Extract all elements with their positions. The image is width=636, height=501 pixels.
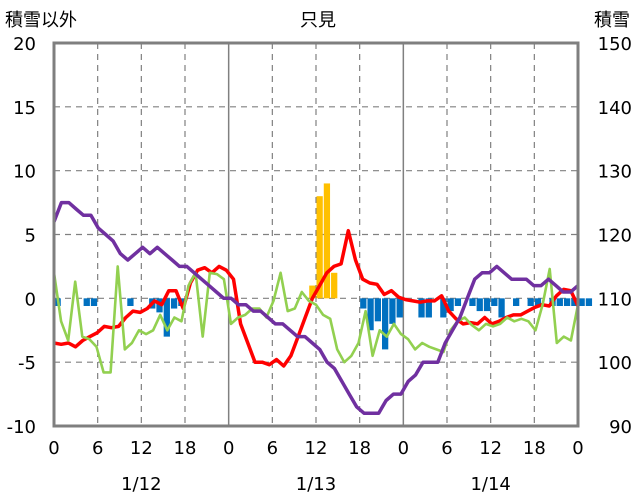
bar <box>513 298 520 306</box>
x-tick-label: 18 <box>348 438 371 459</box>
bar <box>396 298 403 318</box>
y-tick-label-left: 10 <box>13 162 36 183</box>
bar <box>527 298 534 306</box>
date-label: 1/13 <box>296 474 336 495</box>
bar <box>440 298 447 318</box>
bar <box>491 298 498 306</box>
bar <box>316 196 323 299</box>
line-series <box>52 200 580 415</box>
right-tick-labels: 150 140 130 120 110 100 90 <box>598 34 632 438</box>
bar <box>382 298 389 350</box>
bar <box>83 298 90 306</box>
y-tick-label-right: 140 <box>598 98 632 119</box>
bar <box>163 298 170 337</box>
chart-title: 只見 <box>300 10 336 31</box>
left-tick-labels: 20 15 10 5 0 -5 -10 <box>7 34 36 438</box>
bar <box>367 298 374 331</box>
x-tick-label: 18 <box>174 438 197 459</box>
bar <box>498 298 505 318</box>
bar <box>534 298 542 306</box>
x-tick-label: 12 <box>130 438 153 459</box>
y-tick-label-right: 120 <box>598 226 632 247</box>
x-tick-label: 18 <box>523 438 546 459</box>
bar <box>556 298 563 306</box>
bar <box>447 298 454 312</box>
y-tick-label-right: 110 <box>598 289 632 310</box>
date-label: 1/14 <box>470 474 510 495</box>
bar <box>389 298 396 324</box>
y-tick-label-right: 90 <box>609 417 632 438</box>
bar <box>469 298 476 306</box>
y-tick-label-right: 130 <box>598 162 632 183</box>
date-label: 1/12 <box>121 474 161 495</box>
y-tick-label-right: 100 <box>598 353 632 374</box>
x-tick-labels: 0 6 12 18 0 6 12 18 0 6 12 18 0 <box>48 438 583 459</box>
x-tick-label: 0 <box>572 438 583 459</box>
bar <box>454 298 462 306</box>
bar <box>483 298 491 312</box>
y-tick-label-left: 15 <box>13 98 36 119</box>
right-axis-title: 積雪 <box>594 10 630 31</box>
bar <box>309 285 316 299</box>
bar <box>585 298 593 306</box>
left-axis-title: 積雪以外 <box>5 10 77 31</box>
x-tick-label: 0 <box>398 438 409 459</box>
bar <box>425 298 432 318</box>
x-tick-label: 12 <box>305 438 328 459</box>
x-tick-label: 6 <box>441 438 452 459</box>
x-tick-label: 6 <box>92 438 103 459</box>
bar-series <box>54 183 593 350</box>
x-tick-label: 0 <box>223 438 234 459</box>
x-tick-label: 6 <box>267 438 278 459</box>
bar <box>90 298 98 306</box>
x-tick-label: 0 <box>48 438 59 459</box>
bar <box>127 298 134 306</box>
y-tick-label-left: 0 <box>25 289 36 310</box>
series-line <box>53 228 580 368</box>
y-tick-label-left: 20 <box>13 34 36 55</box>
bar <box>578 298 585 306</box>
bar <box>331 272 338 299</box>
series-line <box>52 200 580 415</box>
y-tick-label-left: 5 <box>25 226 36 247</box>
plot-frame <box>52 41 580 428</box>
series-line <box>52 265 580 374</box>
bar <box>374 298 381 322</box>
y-tick-label-left: -10 <box>7 417 36 438</box>
bar <box>360 298 367 309</box>
bar <box>476 298 483 312</box>
y-tick-label-left: -5 <box>18 353 36 374</box>
date-labels: 1/12 1/13 1/14 <box>121 474 511 495</box>
bar <box>418 298 425 318</box>
x-tick-label: 12 <box>479 438 502 459</box>
bar <box>323 183 331 299</box>
grid-lines <box>54 43 578 426</box>
bar <box>563 298 571 306</box>
y-tick-label-right: 150 <box>598 34 632 55</box>
bar <box>170 298 178 309</box>
